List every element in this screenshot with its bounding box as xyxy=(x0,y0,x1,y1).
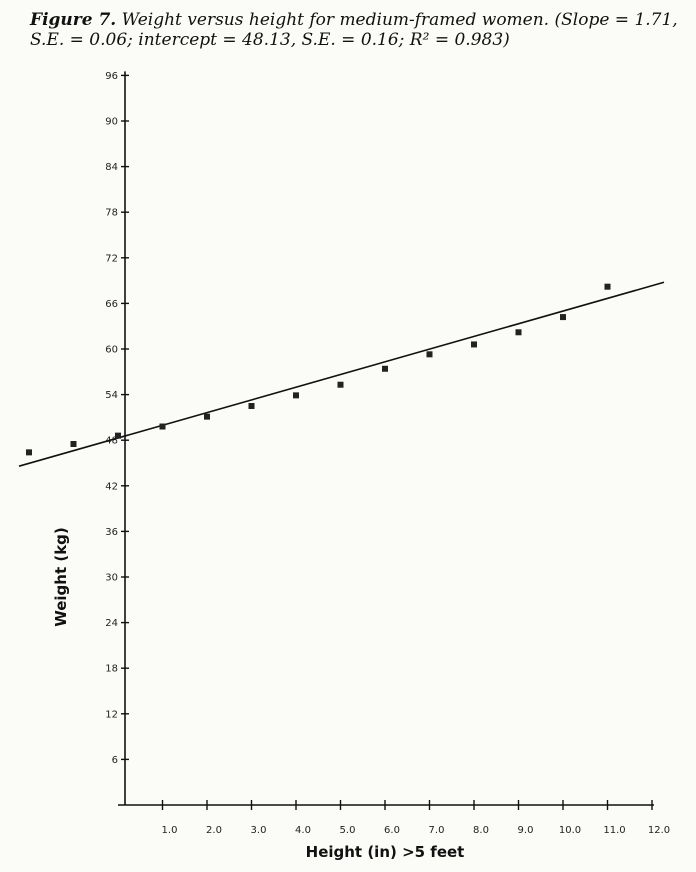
y-tick-label: 84 xyxy=(105,162,118,173)
data-point xyxy=(337,381,344,388)
data-points xyxy=(26,283,611,456)
x-tick-label: 1.0 xyxy=(162,825,178,836)
x-axis-title: Height (in) >5 feet xyxy=(306,843,465,861)
data-point xyxy=(115,432,121,439)
data-point xyxy=(26,449,32,456)
x-tick-label: 11.0 xyxy=(603,825,625,836)
y-tick-label: 18 xyxy=(105,664,118,675)
axes xyxy=(118,71,654,806)
y-tick-label: 96 xyxy=(105,71,118,82)
y-tick-label: 36 xyxy=(105,527,118,538)
y-tick-label: 66 xyxy=(105,299,118,310)
x-tick-label: 4.0 xyxy=(295,825,311,836)
x-tick-label: 10.0 xyxy=(559,825,581,836)
data-point xyxy=(204,413,210,420)
x-tick-label: 2.0 xyxy=(206,825,222,836)
y-tick-label: 6 xyxy=(112,755,118,766)
regression-line xyxy=(18,281,665,467)
caption-text: Weight versus height for medium-framed w… xyxy=(30,10,678,50)
y-tick-label: 72 xyxy=(105,253,118,264)
data-point xyxy=(471,341,477,348)
data-point xyxy=(515,329,522,336)
y-tick-label: 48 xyxy=(105,436,118,447)
y-axis-title: Weight (kg) xyxy=(52,527,70,627)
y-tick-label: 60 xyxy=(105,345,118,356)
x-tick-label: 6.0 xyxy=(384,825,400,836)
x-ticks: 1.0 2.0 3.0 4.0 5.0 6.0 7.0 8.0 9.0 10.0 11.0 12.0 xyxy=(162,800,670,836)
y-tick-label: 12 xyxy=(105,709,118,720)
y-tick-label: 54 xyxy=(105,390,118,401)
data-point xyxy=(70,441,77,447)
data-point xyxy=(293,392,299,399)
y-ticks: 6 12 18 24 30 36 42 48 54 60 66 72 78 84 90 96 xyxy=(105,71,129,766)
figure-caption: Figure 7. Weight versus height for mediu… xyxy=(30,10,680,50)
x-tick-label: 8.0 xyxy=(473,825,489,836)
x-tick-label: 12.0 xyxy=(648,825,670,836)
y-tick-label: 78 xyxy=(105,208,118,219)
data-point xyxy=(248,403,255,409)
data-point xyxy=(426,351,433,358)
data-point xyxy=(604,283,611,290)
data-point xyxy=(560,314,566,321)
y-tick-label: 90 xyxy=(105,117,118,128)
figure-label: Figure 7. xyxy=(30,10,117,30)
y-tick-label: 42 xyxy=(105,481,118,492)
x-tick-label: 5.0 xyxy=(340,825,356,836)
y-tick-label: 30 xyxy=(105,573,118,584)
y-tick-label: 24 xyxy=(105,618,118,629)
data-point xyxy=(159,423,166,430)
x-tick-label: 3.0 xyxy=(251,825,267,836)
data-point xyxy=(382,365,388,372)
x-tick-label: 9.0 xyxy=(518,825,534,836)
x-tick-label: 7.0 xyxy=(429,825,445,836)
